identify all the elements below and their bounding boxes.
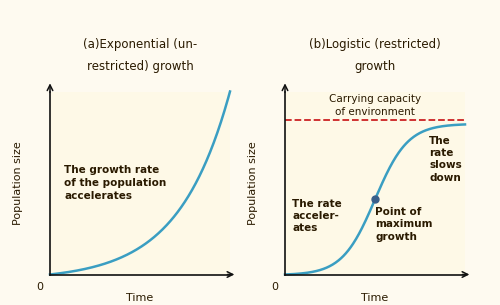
Text: growth: growth [354, 60, 396, 73]
Text: Time: Time [362, 293, 388, 303]
Text: Time: Time [126, 293, 154, 303]
Text: (a)Exponential (un-: (a)Exponential (un- [83, 38, 197, 51]
Text: 0: 0 [36, 282, 43, 292]
Text: The
rate
slows
down: The rate slows down [429, 136, 462, 183]
Text: The rate
acceler-
ates: The rate acceler- ates [292, 199, 342, 233]
Text: The growth rate
of the population
accelerates: The growth rate of the population accele… [64, 165, 166, 201]
Text: (b)Logistic (restricted): (b)Logistic (restricted) [309, 38, 441, 51]
Text: Population size: Population size [248, 141, 258, 225]
Text: Population size: Population size [12, 141, 22, 225]
Text: restricted) growth: restricted) growth [86, 60, 194, 73]
Text: Point of
maximum
growth: Point of maximum growth [375, 207, 432, 242]
Text: 0: 0 [271, 282, 278, 292]
Text: Carrying capacity
of environment: Carrying capacity of environment [329, 94, 421, 117]
